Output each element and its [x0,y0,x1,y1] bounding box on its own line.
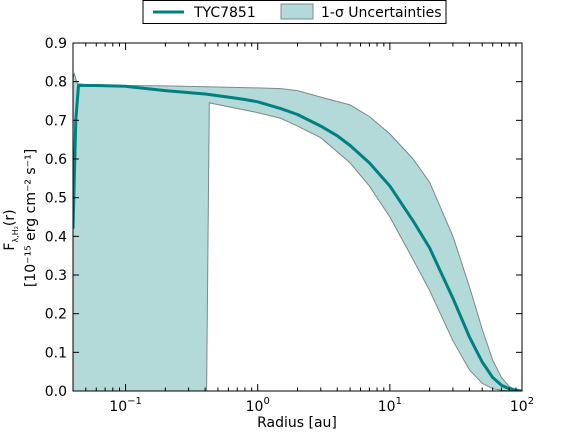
uncertainty-band [73,72,522,391]
y-axis-label-line-1: Fλ,H₂(r) [2,209,20,250]
legend-label-series-1: TYC7851 [193,5,256,21]
y-tick-label: 0.9 [45,36,67,52]
x-axis-label: Radius [au] [257,415,337,431]
y-tick-label: 0.7 [45,113,67,129]
y-tick-label: 0.2 [45,307,67,323]
y-tick-label: 0.5 [45,191,67,207]
plot-area [73,72,522,391]
y-tick-label: 0.6 [45,152,67,168]
y-tick-label: 0.3 [45,268,67,284]
y-tick-label: 0.0 [45,384,67,400]
x-tick-label: 102 [510,396,534,415]
x-tick-label: 10−1 [109,396,142,415]
legend-band-swatch [280,3,314,20]
y-tick-label: 0.8 [45,75,67,91]
y-tick-label: 0.4 [45,229,67,245]
series-line-tyc7851 [73,84,522,391]
y-tick-label: 0.1 [45,345,67,361]
x-tick-label: 100 [246,396,270,415]
legend: TYC7851 1-σ Uncertainties [142,0,447,24]
y-axis-label: Fλ,H₂(r) [10⁻¹⁵ erg cm⁻² s⁻¹] [2,149,39,287]
legend-label-series-2: 1-σ Uncertainties [321,5,442,21]
y-axis-label-line-2: [10⁻¹⁵ erg cm⁻² s⁻¹] [23,149,39,287]
x-tick-label: 101 [378,396,402,415]
axes: 0.0 0.1 0.2 0.3 0.4 0.5 0.6 0.7 0.8 0.9 10−1 100 101… [45,36,534,415]
